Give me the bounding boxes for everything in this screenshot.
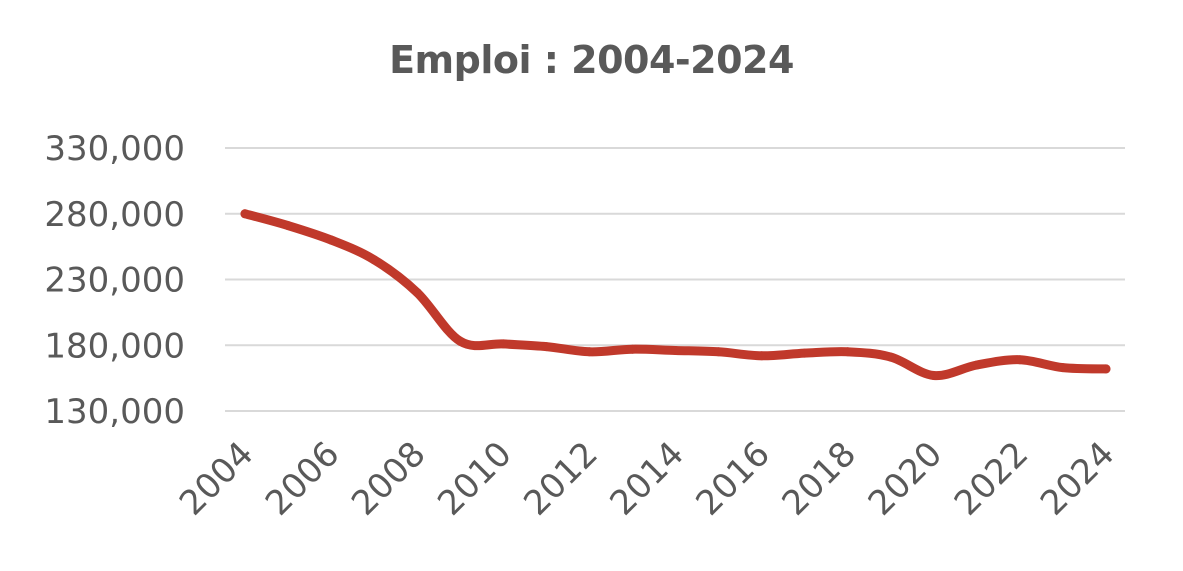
data-point	[412, 288, 422, 298]
x-tick-label: 2020	[861, 434, 950, 523]
y-tick-label: 130,000	[44, 392, 185, 432]
x-tick-label: 2018	[775, 434, 864, 523]
data-point	[498, 339, 508, 349]
y-axis-tick-labels: 130,000 180,000 230,000 280,000 330,000	[44, 129, 185, 432]
data-point	[1015, 355, 1025, 365]
data-point	[886, 352, 896, 362]
data-point	[541, 342, 551, 352]
x-tick-label: 2024	[1033, 434, 1122, 523]
y-tick-label: 180,000	[44, 326, 185, 366]
data-point	[240, 209, 250, 219]
x-tick-label: 2008	[344, 434, 433, 523]
data-point	[1058, 363, 1068, 373]
x-axis-tick-labels: 2004200620082010201220142016201820202022…	[172, 434, 1122, 523]
x-tick-label: 2016	[688, 434, 777, 523]
data-point	[283, 221, 293, 231]
data-point	[714, 347, 723, 357]
y-tick-label: 280,000	[44, 195, 185, 235]
data-point	[929, 371, 939, 380]
x-tick-label: 2022	[947, 434, 1036, 523]
x-tick-label: 2004	[172, 434, 261, 523]
data-point	[757, 351, 767, 361]
y-tick-label: 330,000	[44, 129, 185, 169]
data-point	[369, 255, 379, 265]
chart-title: Emploi : 2004-2024	[389, 38, 794, 82]
x-tick-label: 2014	[602, 434, 691, 523]
data-point	[1101, 364, 1111, 374]
data-point	[843, 347, 853, 357]
data-point	[455, 336, 465, 346]
x-tick-label: 2010	[430, 434, 519, 523]
x-tick-label: 2006	[258, 434, 347, 523]
data-point	[584, 347, 594, 357]
y-tick-label: 230,000	[44, 261, 185, 301]
data-point	[671, 346, 680, 355]
series-layer	[240, 209, 1111, 381]
data-point	[800, 348, 810, 358]
data-point	[972, 360, 982, 370]
x-tick-label: 2012	[516, 434, 605, 523]
data-point	[628, 344, 637, 354]
data-point	[326, 235, 336, 245]
gridlines	[225, 147, 1125, 412]
